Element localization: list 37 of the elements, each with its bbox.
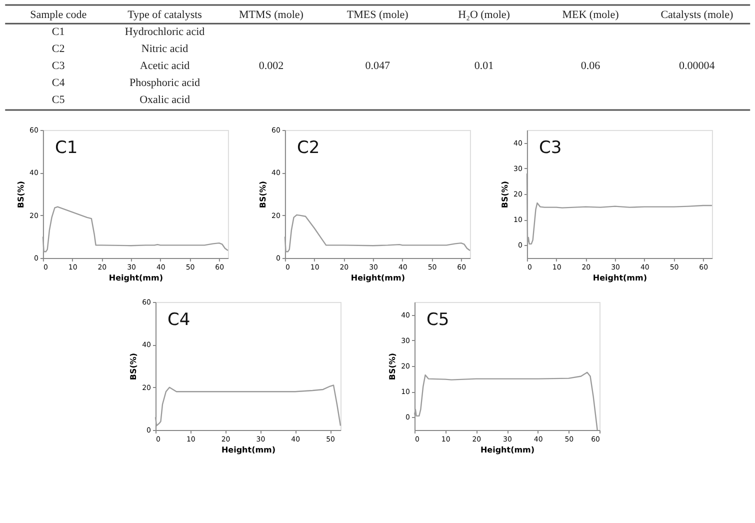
- x-axis-title: Height(mm): [480, 446, 535, 454]
- text: C1: [54, 138, 78, 158]
- text: C2: [296, 138, 320, 158]
- y-axis-title: BS(%): [500, 180, 510, 208]
- text: C4: [52, 76, 65, 89]
- text: C5: [52, 94, 65, 106]
- category-label: H₂O (mole): [458, 9, 510, 22]
- text: Acetic acid: [140, 60, 190, 72]
- y-axis-title: BS(%): [16, 180, 26, 208]
- text: C3: [538, 138, 562, 158]
- text: 0.06: [580, 60, 600, 72]
- category-label: MEK (mole): [562, 9, 620, 22]
- y-axis-title: BS(%): [258, 180, 268, 208]
- category-label: TMES (mole): [346, 9, 409, 22]
- text: Hydrochloric acid: [124, 26, 205, 38]
- text: Nitric acid: [141, 43, 188, 56]
- x-axis-title: Height(mm): [108, 274, 163, 282]
- text: Oxalic acid: [140, 94, 190, 106]
- category-label: Type of catalysts: [128, 9, 202, 22]
- text: C3: [52, 60, 65, 72]
- y-axis-title: BS(%): [388, 352, 398, 380]
- text: C4: [168, 310, 190, 330]
- x-axis-title: Height(mm): [592, 274, 647, 282]
- text: 0.047: [365, 60, 390, 72]
- x-axis-title: Height(mm): [350, 274, 405, 282]
- text: 0.00004: [679, 60, 715, 72]
- x-axis-title: Height(mm): [221, 446, 276, 454]
- category-label: MTMS (mole): [238, 9, 304, 22]
- category-label: Catalysts (mole): [660, 9, 734, 22]
- y-axis-title: BS(%): [129, 352, 138, 380]
- text: C1: [52, 26, 65, 38]
- text: C2: [52, 43, 65, 56]
- text: C5: [426, 310, 450, 330]
- category-label: Sample code: [30, 9, 87, 22]
- text: Phosphoric acid: [129, 76, 200, 89]
- text: 0.01: [474, 60, 494, 72]
- text: 0.002: [258, 60, 284, 72]
